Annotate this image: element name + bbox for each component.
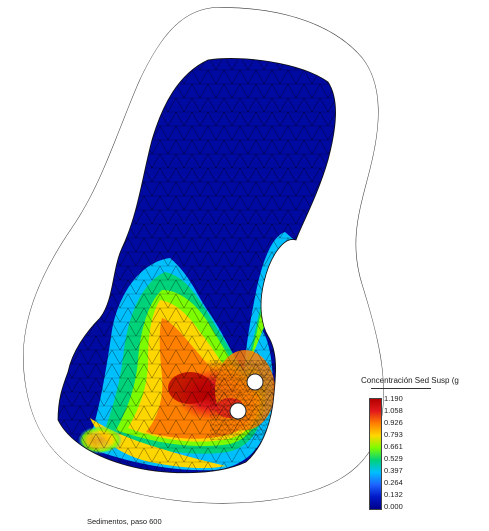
colorbar-tick-label: 1.058 xyxy=(384,406,403,415)
colorbar-tick-label: 0.397 xyxy=(384,466,403,475)
colorbar xyxy=(369,398,382,510)
colorbar-tick-label: 0.793 xyxy=(384,430,403,439)
colorbar-tick-label: 0.661 xyxy=(384,442,403,451)
colorbar-tick-label: 0.264 xyxy=(384,478,403,487)
colorbar-tick-label: 0.000 xyxy=(384,502,403,511)
colorbar-tick-label: 0.132 xyxy=(384,490,403,499)
legend-title: Concentración Sed Susp (g xyxy=(361,376,459,385)
inlet-circle-upper xyxy=(246,373,264,391)
figure-caption: Sedimentos, paso 600 xyxy=(87,517,162,526)
colorbar-tick-label: 0.926 xyxy=(384,418,403,427)
colorbar-tick-label: 0.529 xyxy=(384,454,403,463)
colorbar-tick-label: 1.190 xyxy=(384,394,403,403)
legend-title-underline xyxy=(371,388,431,389)
inlet-circle-lower xyxy=(229,402,247,420)
